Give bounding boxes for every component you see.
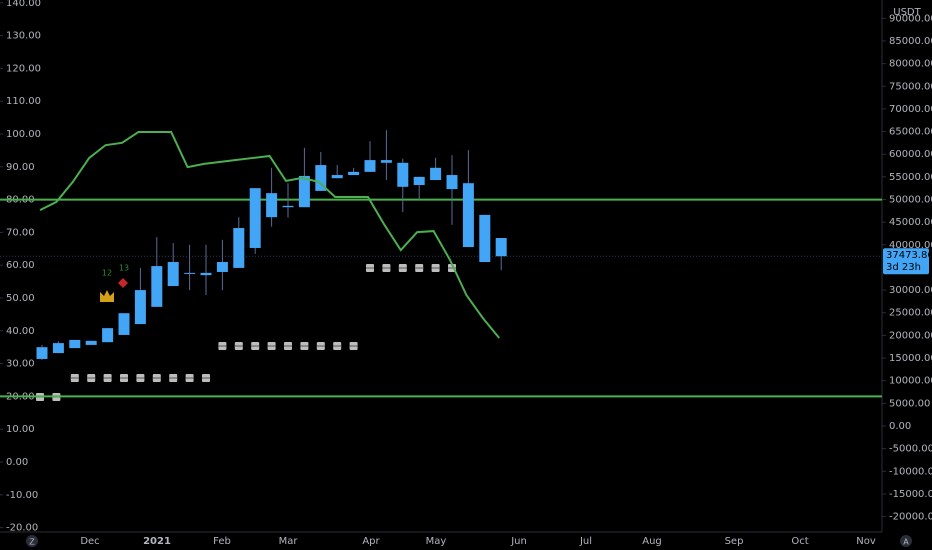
y2-tick-label: 80000.00 [889, 59, 932, 70]
x-tick-label: Jun [510, 536, 527, 547]
y-tick-label: 100.00 [6, 129, 41, 140]
y2-tick-label: -15000.00 [889, 489, 932, 500]
y-tick-label: -10.00 [6, 490, 38, 501]
candle-body [331, 175, 343, 179]
currency-label: USDT [893, 7, 921, 18]
candle-body [348, 171, 360, 176]
y2-tick-label: 10000.00 [889, 376, 932, 387]
candle-body [446, 175, 458, 190]
x-tick-label: Jul [579, 536, 592, 547]
price-tag-label: 37473.86 [886, 250, 932, 261]
y2-tick-label: -20000.00 [889, 512, 932, 523]
y-tick-label: 30.00 [6, 359, 35, 370]
crown-icon [100, 290, 114, 302]
price-tag [883, 248, 929, 275]
candle-body [36, 347, 48, 359]
y-tick-label: -20.00 [6, 523, 38, 534]
signal-icons [36, 264, 456, 401]
candle-body [167, 262, 179, 287]
y2-tick-label: -10000.00 [889, 466, 932, 477]
timezone-button-label: Z [29, 538, 35, 547]
y2-tick-label: 20000.00 [889, 330, 932, 341]
candle-body [118, 313, 130, 335]
x-tick-label: May [426, 536, 447, 547]
x-tick-label: Apr [362, 536, 380, 547]
candle-body [479, 214, 491, 263]
y-tick-label: 90.00 [6, 162, 35, 173]
y2-tick-label: -5000.00 [889, 444, 932, 455]
y2-tick-label: 15000.00 [889, 353, 932, 364]
annotation: 13 [119, 264, 129, 273]
candle-body [134, 290, 146, 325]
y2-tick-label: 50000.00 [889, 195, 932, 206]
candle-body [69, 339, 81, 349]
candle-body [462, 183, 474, 248]
y-tick-label: 0.00 [6, 457, 28, 468]
candle-body [249, 188, 261, 248]
y-tick-label: 40.00 [6, 326, 35, 337]
x-tick-label: 2021 [143, 536, 171, 547]
candle-body [364, 160, 376, 172]
y-tick-label: 120.00 [6, 63, 41, 74]
candle-body [52, 343, 64, 354]
countdown-label: 3d 23h [886, 262, 921, 273]
y2-tick-label: 45000.00 [889, 217, 932, 228]
y-tick-label: 140.00 [6, 0, 41, 9]
y-tick-label: 110.00 [6, 96, 41, 107]
x-tick-label: Aug [642, 536, 662, 547]
y2-tick-label: 25000.00 [889, 308, 932, 319]
candle-body [85, 340, 97, 345]
y2-tick-label: 70000.00 [889, 104, 932, 115]
y2-tick-label: 90000.00 [889, 13, 932, 24]
y-tick-label: 70.00 [6, 227, 35, 238]
y2-tick-label: 0.00 [889, 421, 911, 432]
candle-body [266, 193, 278, 218]
x-tick-label: Oct [791, 536, 808, 547]
candle-body [298, 175, 310, 208]
candle-body [380, 160, 392, 163]
y2-tick-label: 40000.00 [889, 240, 932, 251]
candle-body [282, 205, 294, 208]
y2-tick-label: 30000.00 [889, 285, 932, 296]
x-tick-label: Sep [725, 536, 744, 547]
annotation: 12 [102, 269, 112, 278]
y-tick-label: 60.00 [6, 260, 35, 271]
candle-body [102, 328, 114, 343]
candle-body [184, 272, 196, 274]
y2-tick-label: 5000.00 [889, 398, 930, 409]
sell-diamond [118, 278, 128, 288]
candle-body [151, 266, 163, 307]
x-tick-label: Dec [80, 536, 99, 547]
auto-scale-button-label: A [903, 538, 909, 547]
x-tick-label: Mar [279, 536, 299, 547]
x-tick-label: Feb [213, 536, 231, 547]
y-tick-label: 50.00 [6, 293, 35, 304]
candle-body [200, 272, 212, 276]
y2-tick-label: 85000.00 [889, 36, 932, 47]
candle-body [413, 176, 425, 186]
x-tick-label: Nov [856, 536, 876, 547]
y-tick-label: 10.00 [6, 424, 35, 435]
candle-body [315, 165, 327, 191]
candle-body [233, 228, 245, 268]
timezone-button[interactable] [26, 535, 38, 547]
indicator-line [39, 131, 500, 339]
y-tick-label: 130.00 [6, 31, 41, 42]
candle-body [430, 167, 442, 181]
candle-body [216, 262, 228, 272]
y2-tick-label: 55000.00 [889, 172, 932, 183]
candle-body [495, 238, 507, 257]
y2-tick-label: 65000.00 [889, 127, 932, 138]
y2-tick-label: 75000.00 [889, 81, 932, 92]
candle-body [397, 162, 409, 187]
auto-scale-button[interactable] [900, 535, 912, 547]
y2-tick-label: 60000.00 [889, 149, 932, 160]
